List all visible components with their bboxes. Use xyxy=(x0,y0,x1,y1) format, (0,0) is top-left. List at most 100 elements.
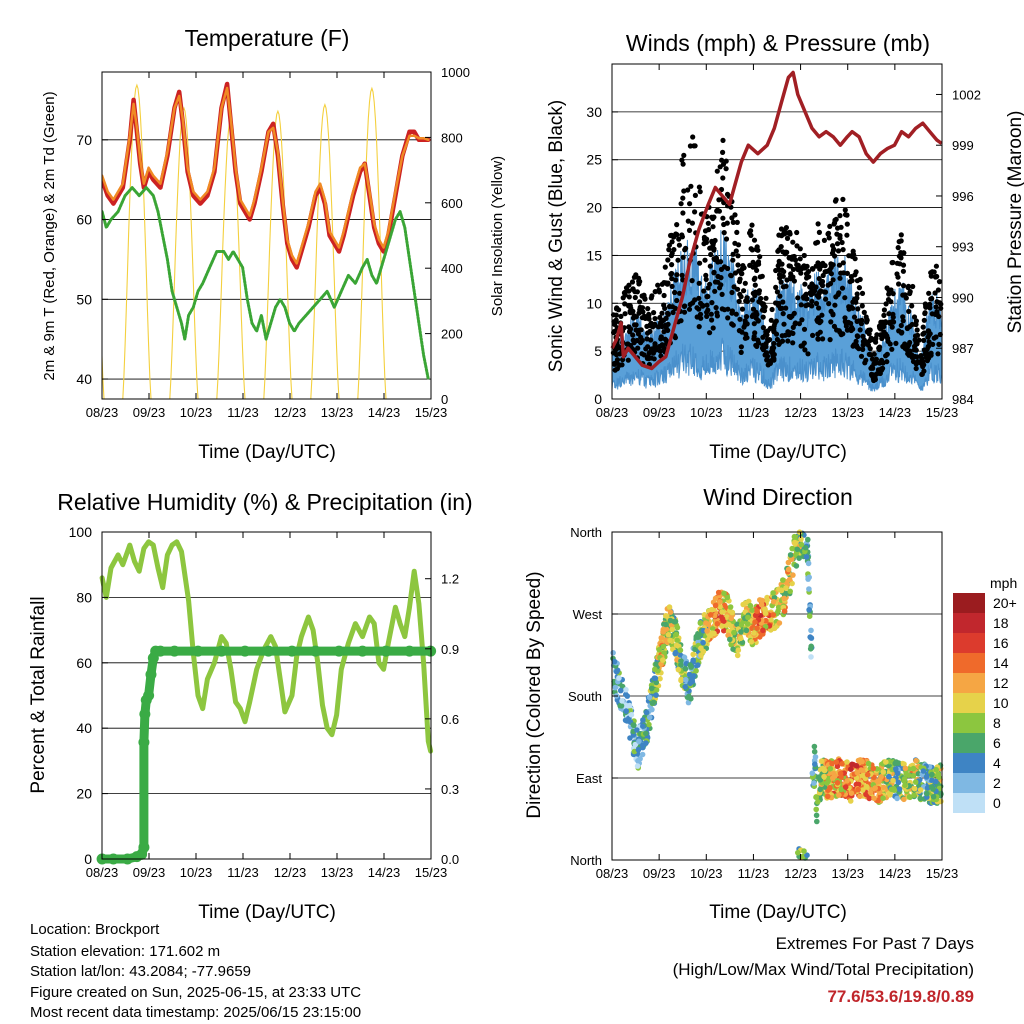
direction-point xyxy=(901,776,908,782)
direction-point xyxy=(896,786,903,792)
gust-dot xyxy=(900,318,906,324)
gust-dot xyxy=(904,325,911,331)
gust-dot xyxy=(879,334,885,340)
gust-dot xyxy=(926,339,932,345)
direction-point xyxy=(811,780,817,786)
x-tick-label: 09/23 xyxy=(133,865,166,880)
temperature-y-label-right: Solar Insolation (Yellow) xyxy=(489,156,506,316)
gust-dot xyxy=(914,327,920,333)
direction-point xyxy=(854,769,861,776)
direction-point xyxy=(762,610,769,617)
gust-dot xyxy=(756,299,762,305)
x-tick-label: 08/23 xyxy=(86,865,119,880)
x-tick-label: 10/23 xyxy=(690,866,723,881)
gust-dot xyxy=(886,291,892,297)
gust-dot xyxy=(679,232,685,238)
x-tick-label: 08/23 xyxy=(86,405,119,420)
direction-point xyxy=(745,614,751,621)
y-tick-label-right: 987 xyxy=(952,341,974,356)
y-tick-label-right: 0.6 xyxy=(441,712,459,727)
gust-dot xyxy=(900,314,906,320)
gust-dot xyxy=(860,333,866,339)
direction-point xyxy=(734,621,740,628)
gust-dot xyxy=(936,341,942,347)
gust-dot xyxy=(616,307,622,313)
gust-dot xyxy=(796,321,803,327)
gust-dot xyxy=(813,300,820,307)
direction-point xyxy=(834,763,841,770)
gust-dot xyxy=(797,246,803,252)
gust-dot xyxy=(798,266,804,272)
gust-dot xyxy=(817,266,823,272)
y-tick-label-right: 1002 xyxy=(952,87,981,102)
gust-dot xyxy=(895,245,901,251)
direction-point xyxy=(902,765,909,772)
precipitation-point xyxy=(145,668,157,680)
precipitation-point xyxy=(139,708,151,720)
extremes-subheading: (High/Low/Max Wind/Total Precipitation) xyxy=(672,960,974,979)
direction-point xyxy=(656,647,662,653)
x-tick-label: 10/23 xyxy=(180,865,213,880)
gust-dot xyxy=(815,221,821,227)
legend-label: 10 xyxy=(993,695,1009,711)
gust-dot xyxy=(786,313,792,320)
gust-dot xyxy=(764,332,770,338)
direction-point xyxy=(717,599,723,605)
gust-dot xyxy=(638,340,644,346)
direction-point xyxy=(686,671,693,678)
direction-point xyxy=(643,730,649,737)
direction-point xyxy=(911,792,917,798)
direction-point xyxy=(688,695,694,702)
gust-dot xyxy=(723,158,729,164)
gust-dot xyxy=(735,262,741,268)
gust-dot xyxy=(795,262,801,268)
gust-dot xyxy=(705,220,711,226)
gust-dot xyxy=(718,266,725,272)
direction-point xyxy=(637,756,643,762)
gust-dot xyxy=(672,289,678,296)
gust-dot xyxy=(635,345,641,351)
direction-point xyxy=(612,684,619,691)
humidity-panel: Relative Humidity (%) & Precipitation (i… xyxy=(28,489,473,923)
direction-point xyxy=(770,598,777,605)
direction-point xyxy=(626,702,633,709)
direction-point xyxy=(649,706,655,713)
gust-dot xyxy=(763,341,769,347)
direction-point xyxy=(803,554,810,560)
direction-panel: Wind Direction 08/23 09/23 10/23 11/23 12/23… xyxy=(524,484,1017,923)
gust-dot xyxy=(696,184,703,190)
gust-dot xyxy=(688,183,694,189)
x-tick-label: 14/23 xyxy=(879,405,912,420)
gust-dot xyxy=(833,197,839,203)
gust-dot xyxy=(809,303,815,309)
gust-dot xyxy=(764,353,771,359)
gust-dot xyxy=(618,313,624,319)
temperature-series xyxy=(102,81,431,399)
gust-dot xyxy=(851,342,857,348)
direction-point xyxy=(673,642,680,649)
gust-dot xyxy=(921,317,927,323)
gust-dot xyxy=(673,277,679,283)
gust-dot xyxy=(751,237,758,243)
gust-dot xyxy=(828,319,834,325)
gust-dot xyxy=(802,347,808,353)
direction-point xyxy=(808,627,814,634)
gust-dot xyxy=(703,276,709,282)
x-tick-label: 12/23 xyxy=(784,405,817,420)
gust-dot xyxy=(685,218,691,224)
y-tick-label-right: 996 xyxy=(952,189,974,204)
x-tick-label: 15/23 xyxy=(926,866,959,881)
gust-dot xyxy=(612,328,618,334)
direction-point xyxy=(870,765,877,772)
gust-dot xyxy=(799,343,806,349)
direction-point xyxy=(910,765,917,772)
station-location: Location: Brockport xyxy=(30,921,160,938)
gust-dot xyxy=(890,291,896,297)
direction-point xyxy=(830,770,837,777)
precipitation-point xyxy=(403,645,415,657)
extremes-values: 77.6/53.6/19.8/0.89 xyxy=(827,987,974,1006)
direction-point xyxy=(893,766,899,772)
gust-dot xyxy=(713,305,719,311)
direction-point xyxy=(806,574,812,581)
gust-dot xyxy=(913,347,919,353)
